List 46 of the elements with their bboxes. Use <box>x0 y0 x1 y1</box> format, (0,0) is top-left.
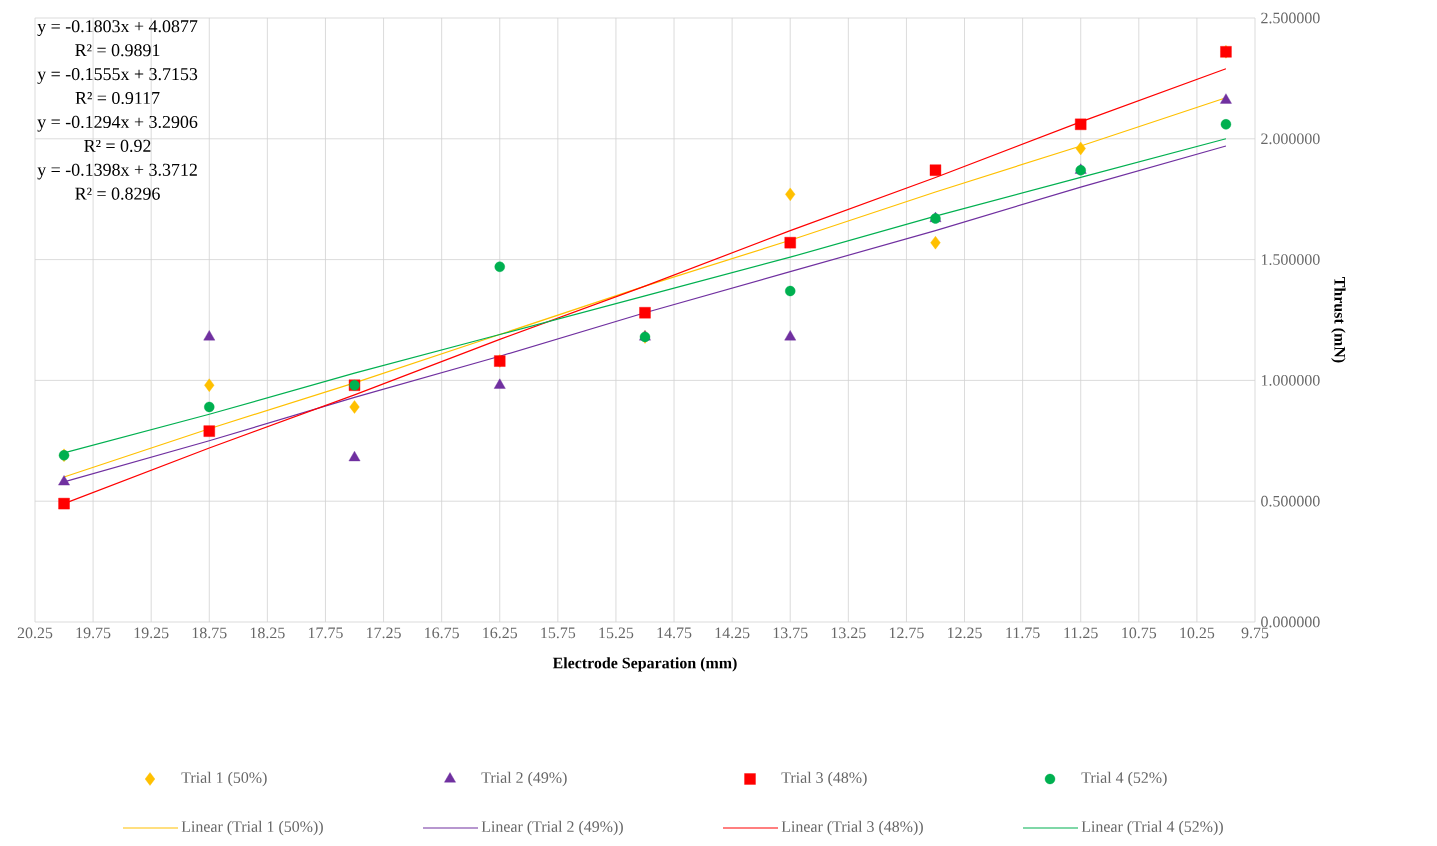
y-tick-label: 1.000000 <box>1261 374 1320 386</box>
x-tick-label: 10.75 <box>1122 627 1157 639</box>
x-tick-label: 20.25 <box>17 627 53 639</box>
y-tick-label: 0.500000 <box>1261 495 1320 507</box>
y-tick-label: 2.500000 <box>1261 12 1320 24</box>
annotation: R² = 0.92 <box>84 139 151 152</box>
x-tick-label: 19.75 <box>76 627 111 639</box>
x-tick-label: 16.75 <box>425 627 459 639</box>
legend-label: Linear (Trial 4 (52%)) <box>1081 820 1223 836</box>
annotation: y = -0.1803x + 4.0877 <box>37 20 198 36</box>
legend-label: Linear (Trial 3 (48%)) <box>781 820 923 836</box>
annotation: y = -0.1555x + 3.7153 <box>37 68 198 84</box>
legend-label: Trial 3 (48%) <box>781 771 867 787</box>
x-tick-label: 11.75 <box>1006 627 1040 639</box>
y-tick-label: 2.000000 <box>1261 133 1320 145</box>
x-tick-label: 15.75 <box>541 627 576 639</box>
x-tick-label: 13.75 <box>773 627 808 639</box>
legend-label: Trial 1 (50%) <box>181 771 267 787</box>
x-tick-label: 14.75 <box>657 627 692 639</box>
legend-label: Trial 2 (49%) <box>481 771 567 787</box>
annotation: R² = 0.9117 <box>75 91 160 105</box>
x-tick-label: 19.25 <box>134 627 169 639</box>
legend-label: Linear (Trial 1 (50%)) <box>181 820 323 836</box>
annotation: R² = 0.9891 <box>75 44 160 57</box>
x-tick-label: 10.25 <box>1180 627 1215 639</box>
x-tick-label: 14.25 <box>715 627 750 639</box>
x-tick-label: 17.75 <box>308 627 343 639</box>
x-tick-label: 9.75 <box>1241 627 1269 639</box>
legend-label: Trial 4 (52%) <box>1081 771 1167 787</box>
y-tick-label: 0.000000 <box>1261 616 1320 628</box>
annotation: y = -0.1294x + 3.2906 <box>37 115 198 132</box>
x-tick-label: 12.75 <box>889 627 924 639</box>
x-tick-label: 13.25 <box>831 627 866 639</box>
x-tick-label: 18.75 <box>192 627 227 639</box>
x-tick-label: 17.25 <box>367 627 401 639</box>
x-tick-label: 18.25 <box>250 627 285 639</box>
annotation: R² = 0.8296 <box>75 187 160 200</box>
annotation: y = -0.1398x + 3.3712 <box>37 163 197 180</box>
x-tick-label: 16.25 <box>483 627 518 639</box>
y-tick-label: 1.500000 <box>1261 254 1320 265</box>
x-tick-label: 12.25 <box>947 627 982 639</box>
legend-label: Linear (Trial 2 (49%)) <box>481 820 623 836</box>
y-axis-title: Thrust (mN) <box>1331 277 1346 363</box>
x-axis-title: Electrode Separation (mm) <box>552 657 737 672</box>
x-tick-label: 15.25 <box>599 627 634 639</box>
x-tick-label: 11.25 <box>1064 627 1098 639</box>
